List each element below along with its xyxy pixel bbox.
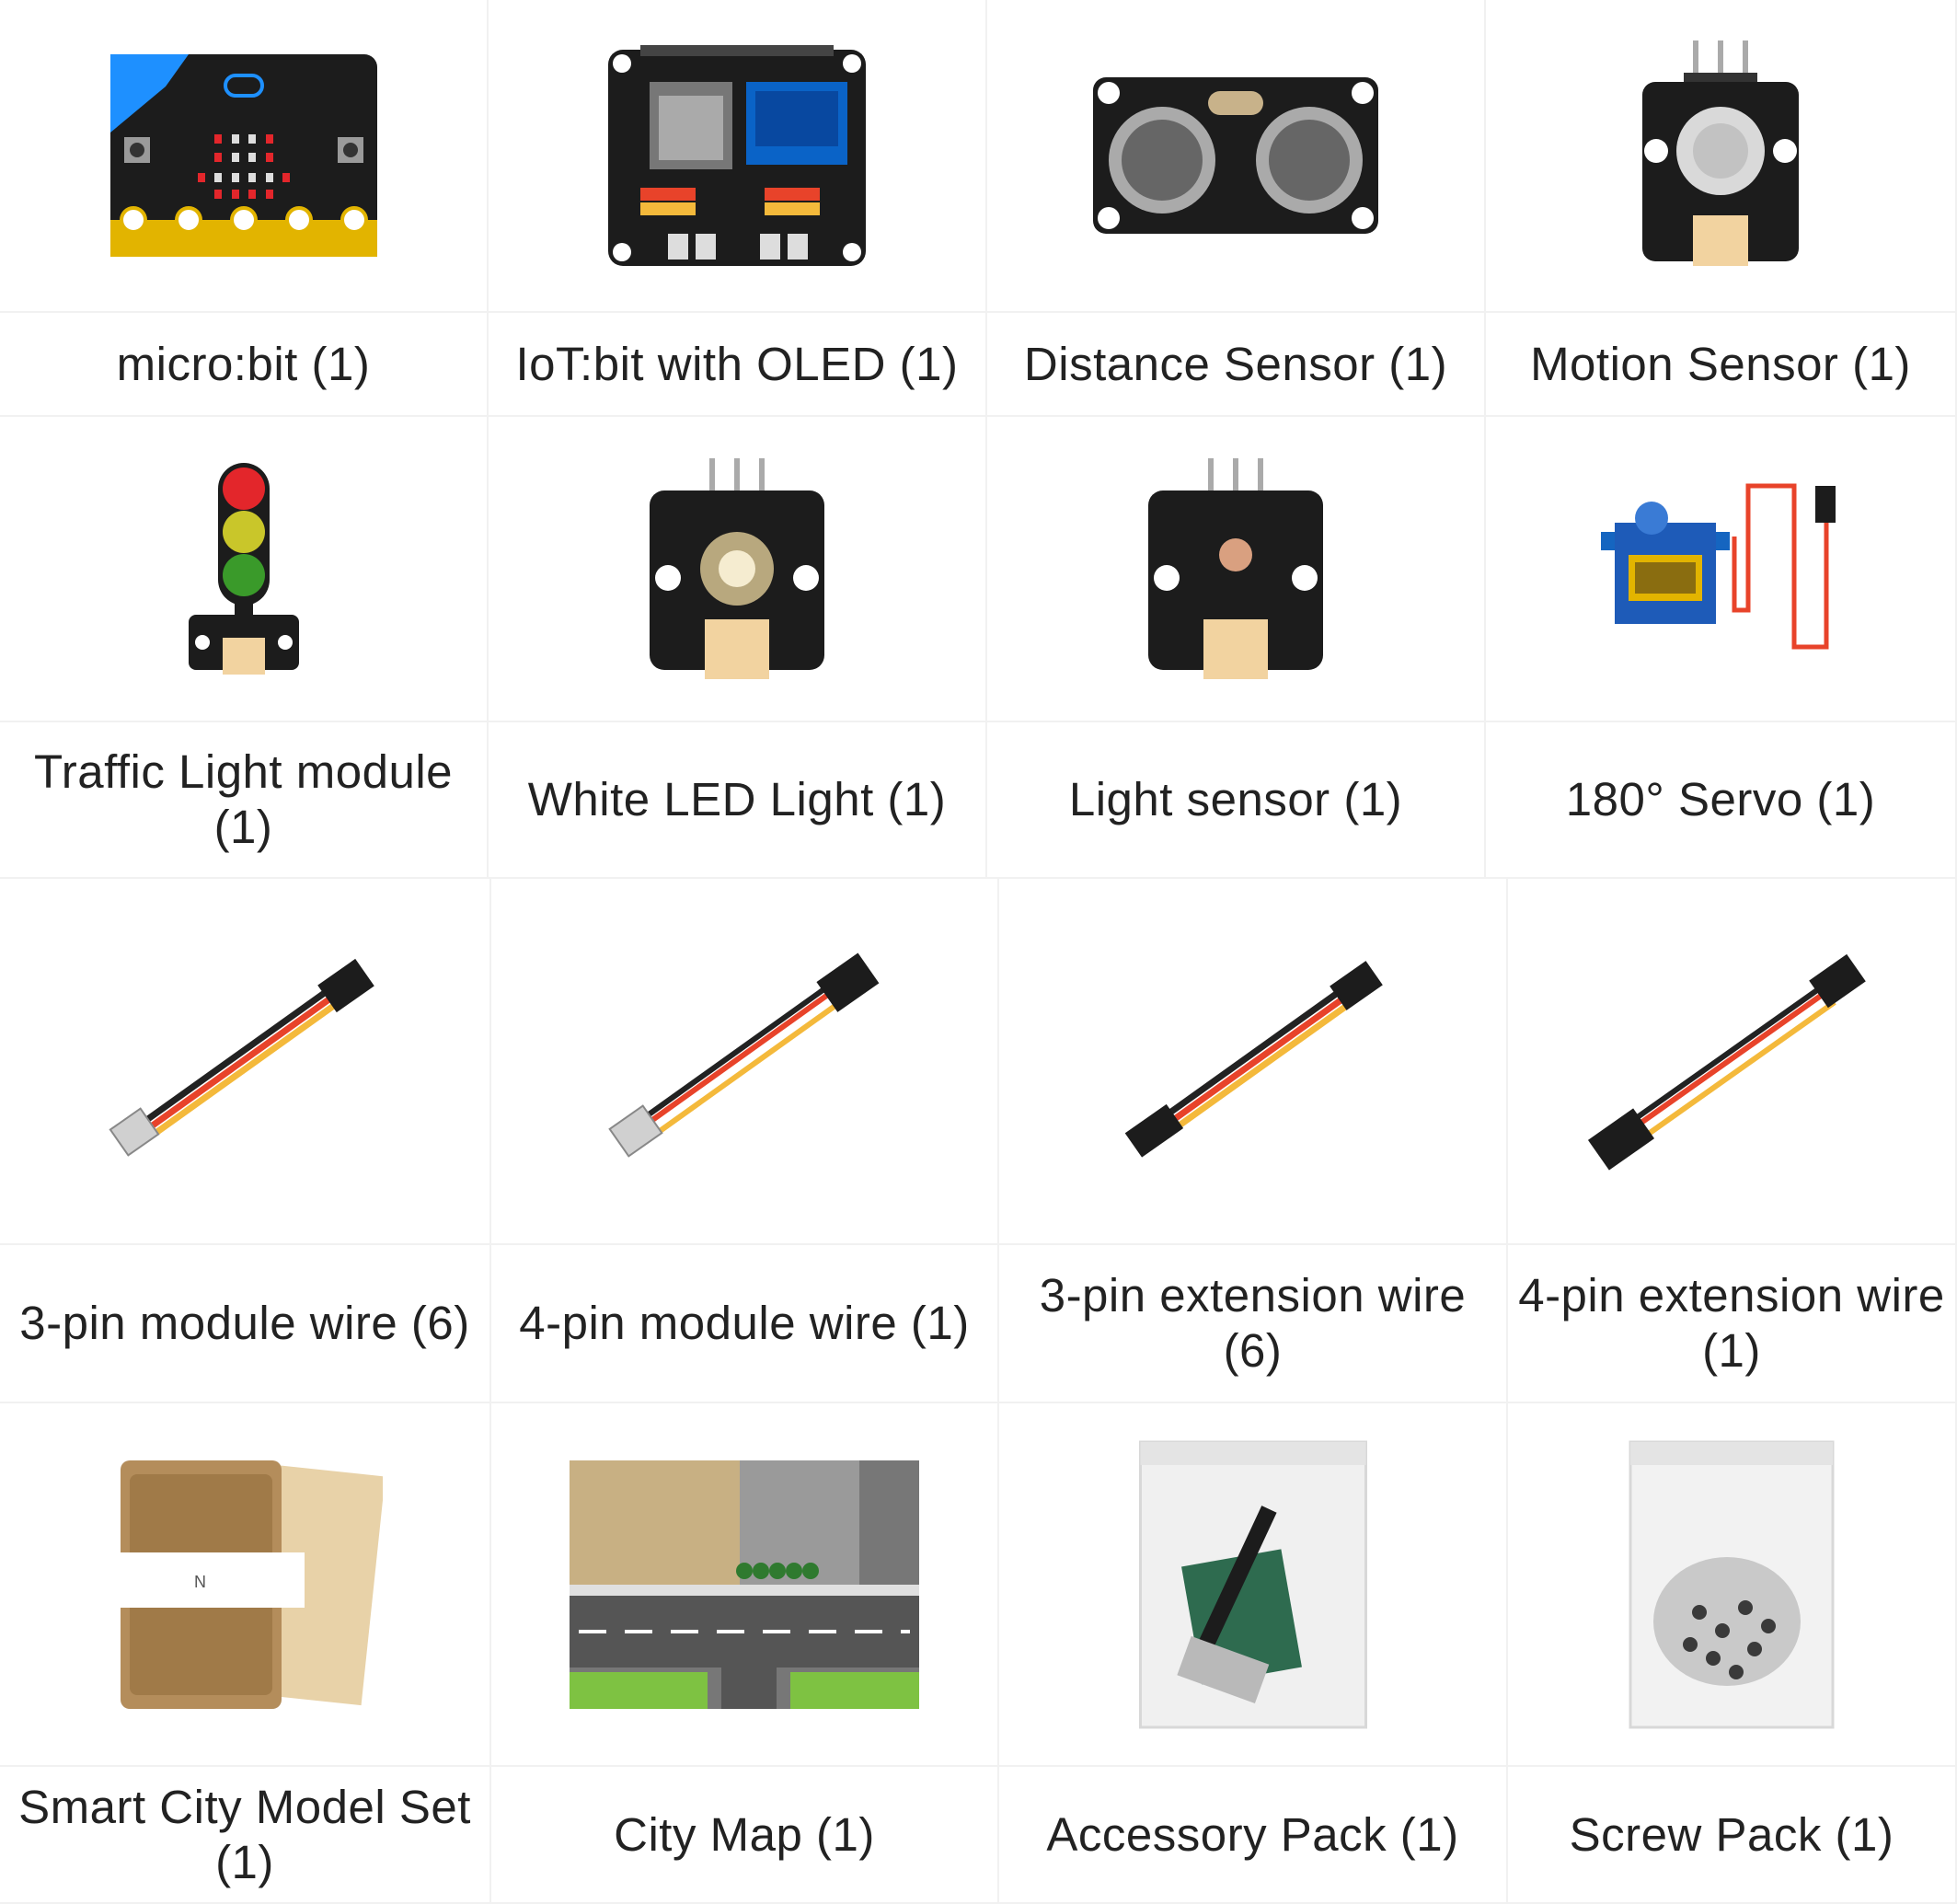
part-label-light-sensor: Light sensor (1) [987,722,1486,879]
part-label-white-led: White LED Light (1) [489,722,987,879]
part-label-city-map: City Map (1) [491,1767,999,1904]
cardboard-model-set-icon: N [111,1460,383,1709]
part-image-screw-pack [1508,1403,1957,1767]
screw-bag-icon [1629,1440,1835,1728]
iotbit-oled-board-icon [608,45,866,266]
part-label-3pin-module-wire: 3-pin module wire (6) [0,1245,491,1403]
parts-row-4: N [0,1403,1957,1904]
traffic-light-module-icon [188,463,299,675]
light-sensor-module-icon [1148,458,1323,679]
part-label-traffic-light: Traffic Light module (1) [0,722,489,879]
part-image-3pin-extension-wire [999,879,1508,1245]
white-led-module-icon [650,458,824,679]
part-image-cardboard-model: N [0,1403,491,1767]
parts-row-3: 3-pin module wire (6) 4-pin module wire … [0,879,1957,1403]
part-image-white-led [489,417,987,722]
part-label-motion-sensor: Motion Sensor (1) [1486,313,1957,417]
part-label-3pin-extension-wire: 3-pin extension wire (6) [999,1245,1508,1403]
servo-motor-icon [1601,483,1836,650]
part-image-4pin-module-wire [491,879,999,1245]
4pin-module-wire-icon [608,952,880,1158]
part-label-accessory-pack: Accessory Pack (1) [999,1767,1508,1904]
3pin-extension-wire-icon [1124,961,1383,1158]
part-image-city-map [491,1403,999,1767]
part-image-4pin-extension-wire [1508,879,1957,1245]
part-label-4pin-extension-wire: 4-pin extension wire (1) [1508,1245,1957,1403]
part-image-light-sensor [987,417,1486,722]
part-image-3pin-module-wire [0,879,491,1245]
part-label-iotbit: IoT:bit with OLED (1) [489,313,987,417]
svg-text:N: N [194,1573,206,1591]
part-label-screw-pack: Screw Pack (1) [1508,1767,1957,1904]
parts-row-1: micro:bit (1) IoT:bit with OLED (1) Dist… [0,0,1957,417]
part-image-distance-sensor [987,0,1486,313]
part-image-iotbit [489,0,987,313]
microbit-board-icon [109,54,377,257]
part-image-microbit [0,0,489,313]
part-label-microbit: micro:bit (1) [0,313,489,417]
part-label-distance-sensor: Distance Sensor (1) [987,313,1486,417]
part-label-servo: 180° Servo (1) [1486,722,1957,879]
parts-row-2: Traffic Light module (1) White LED Light… [0,417,1957,879]
4pin-extension-wire-icon [1587,953,1866,1171]
part-image-accessory-pack [999,1403,1508,1767]
3pin-module-wire-icon [109,958,374,1157]
part-label-cardboard-model: Smart City Model Set (1) [0,1767,491,1904]
part-image-traffic-light [0,417,489,722]
pir-motion-sensor-icon [1642,40,1799,266]
accessory-bag-icon [1138,1440,1367,1728]
part-image-servo [1486,417,1957,722]
part-label-4pin-module-wire: 4-pin module wire (1) [491,1245,999,1403]
part-image-motion-sensor [1486,0,1957,313]
ultrasonic-sensor-icon [1093,77,1378,234]
city-map-icon [570,1460,919,1709]
